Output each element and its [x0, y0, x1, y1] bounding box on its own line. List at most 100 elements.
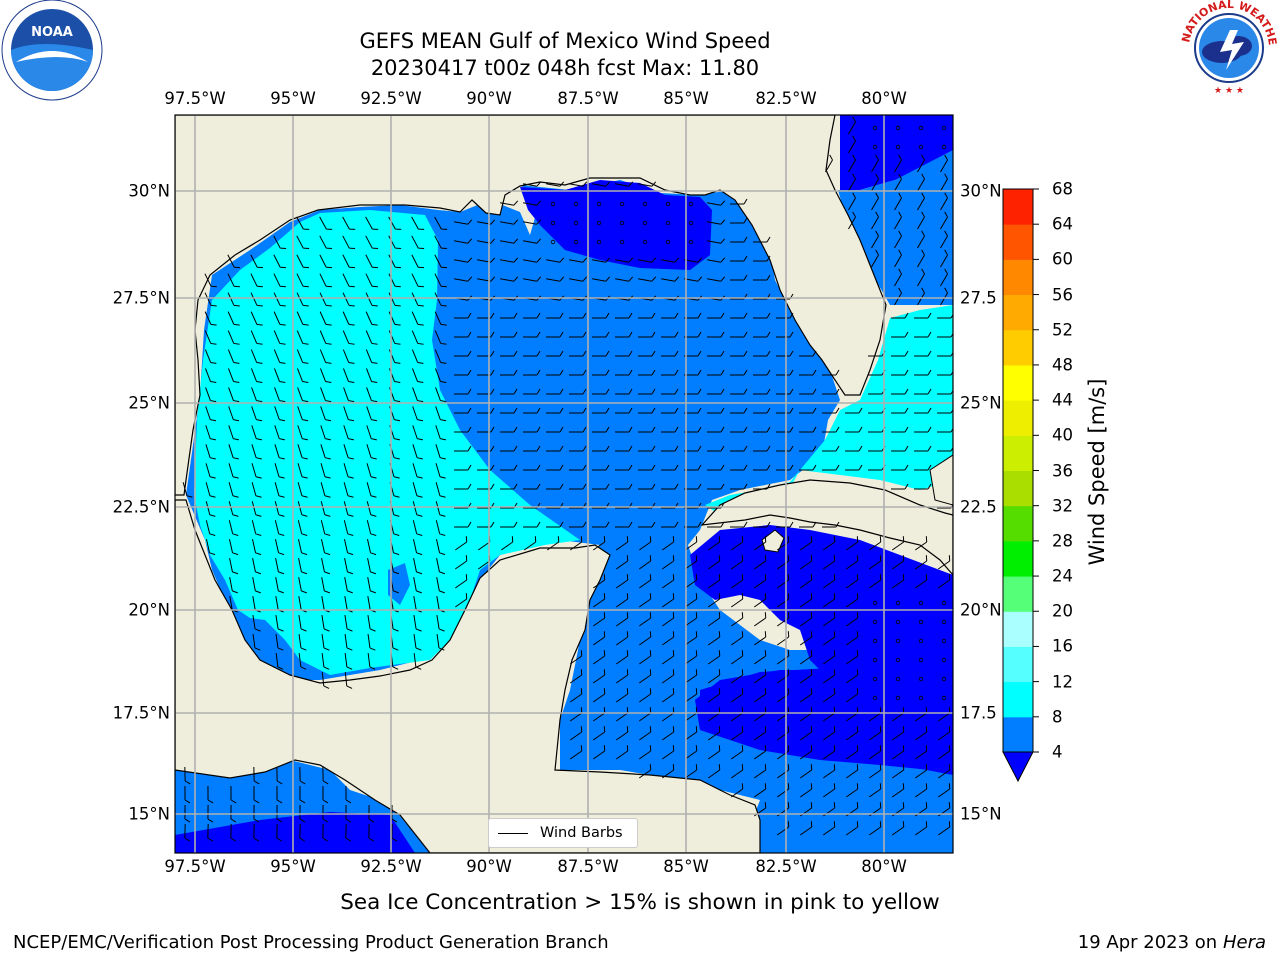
wind-barb	[871, 154, 879, 173]
wind-barb	[914, 388, 932, 395]
wind-barb	[251, 444, 262, 460]
wind-barb	[891, 426, 909, 433]
wind-barb	[707, 521, 725, 528]
wind-barb	[391, 823, 397, 842]
wind-barb	[871, 230, 879, 249]
wind-barb	[822, 426, 840, 433]
wind-barb	[592, 331, 610, 338]
wind-barb	[845, 426, 863, 433]
wind-barb	[868, 745, 882, 760]
wind-barb	[546, 350, 564, 357]
wind-barb	[344, 652, 353, 670]
chart-subtitle-forecast: 20230417 t00z 048h fcst Max: 11.80	[370, 56, 760, 80]
colorbar-tick-label: 40	[1052, 425, 1073, 445]
wind-barb	[615, 350, 633, 357]
colorbar-band	[1003, 329, 1033, 366]
wind-barb	[342, 349, 355, 364]
wind-barb	[891, 312, 909, 319]
wind-barb	[661, 612, 675, 627]
wind-barb	[274, 406, 286, 422]
colorbar-tick-label: 24	[1052, 566, 1073, 586]
calm-wind-marker	[872, 676, 878, 682]
wind-barb	[569, 388, 587, 395]
wind-barb	[274, 501, 285, 517]
wind-barb	[822, 745, 836, 760]
wind-barb	[411, 311, 424, 326]
wind-barb	[822, 536, 836, 551]
wind-barb	[615, 669, 629, 684]
wind-barb	[707, 312, 725, 319]
wind-barb	[661, 764, 675, 779]
wind-barb	[753, 669, 767, 684]
wind-barb	[434, 368, 447, 384]
lon-label-bottom-95: 95°W	[270, 857, 316, 876]
wind-barb	[252, 558, 262, 575]
wind-barb	[250, 368, 263, 384]
lon-label-bottom-85: 85°W	[663, 857, 709, 876]
colorbar-tick-label: 32	[1052, 496, 1073, 516]
lon-label-bottom-90: 90°W	[466, 857, 512, 876]
wind-barb	[523, 238, 542, 244]
wind-barb	[227, 292, 240, 307]
wind-barb	[500, 350, 518, 357]
wind-barb	[707, 612, 721, 627]
wind-barb	[592, 181, 611, 187]
wind-barb	[343, 539, 354, 556]
wind-barb	[638, 574, 652, 589]
wind-barb	[319, 235, 333, 249]
wind-barb	[776, 464, 794, 471]
wind-barb	[413, 615, 422, 632]
wind-barb	[684, 631, 698, 646]
wind-barb	[297, 520, 308, 537]
wind-barb	[891, 464, 909, 471]
wind-barb	[296, 330, 309, 345]
wind-barb	[412, 501, 423, 517]
wind-barb	[730, 312, 748, 319]
wind-barb	[523, 483, 541, 490]
wind-barb	[250, 311, 263, 326]
footer-date: 19 Apr 2023 on	[1077, 932, 1223, 953]
wind-barb	[661, 521, 679, 528]
noaa-logo-icon: NOAA	[1, 0, 103, 101]
wind-barb	[822, 783, 836, 798]
wind-barb	[753, 312, 771, 319]
wind-barb	[523, 426, 541, 433]
cuba-land	[700, 479, 953, 576]
wind-barb	[730, 612, 744, 627]
wind-barb	[411, 216, 425, 230]
wind-barb	[454, 276, 473, 282]
wind-barb	[454, 445, 472, 452]
wind-barb	[776, 407, 794, 414]
calm-wind-marker	[895, 676, 901, 682]
wind-barb	[799, 726, 813, 741]
wind-barb	[615, 631, 629, 646]
lat-label-left-15: 15°N	[128, 804, 170, 824]
wind-barb	[661, 388, 679, 395]
gulf-wind-region-8-12-patch	[388, 563, 410, 605]
wind-barb	[799, 426, 817, 433]
calm-wind-marker	[918, 619, 924, 625]
wind-barb	[822, 388, 840, 395]
wind-barb	[205, 501, 216, 517]
wind-barb	[891, 536, 905, 551]
wind-barb	[894, 154, 902, 173]
wind-barb	[251, 482, 262, 498]
wind-barb	[638, 612, 652, 627]
isla-juventud-land	[761, 529, 785, 553]
wind-barb	[228, 539, 239, 556]
colorbar-band	[1003, 400, 1033, 436]
wind-barb	[891, 369, 909, 376]
wind-barb	[822, 407, 840, 414]
wind-barb	[569, 426, 587, 433]
calm-wind-marker	[941, 695, 947, 701]
wind-barb	[592, 445, 610, 452]
wind-barb	[434, 311, 447, 326]
wind-barb	[894, 211, 902, 230]
wind-barb	[707, 650, 721, 665]
wind-barb	[871, 211, 879, 230]
wind-barb	[914, 707, 928, 722]
wind-barb	[914, 312, 932, 319]
wind-barb	[730, 217, 748, 224]
colorbar-band	[1003, 716, 1033, 753]
wind-barb	[500, 219, 519, 225]
